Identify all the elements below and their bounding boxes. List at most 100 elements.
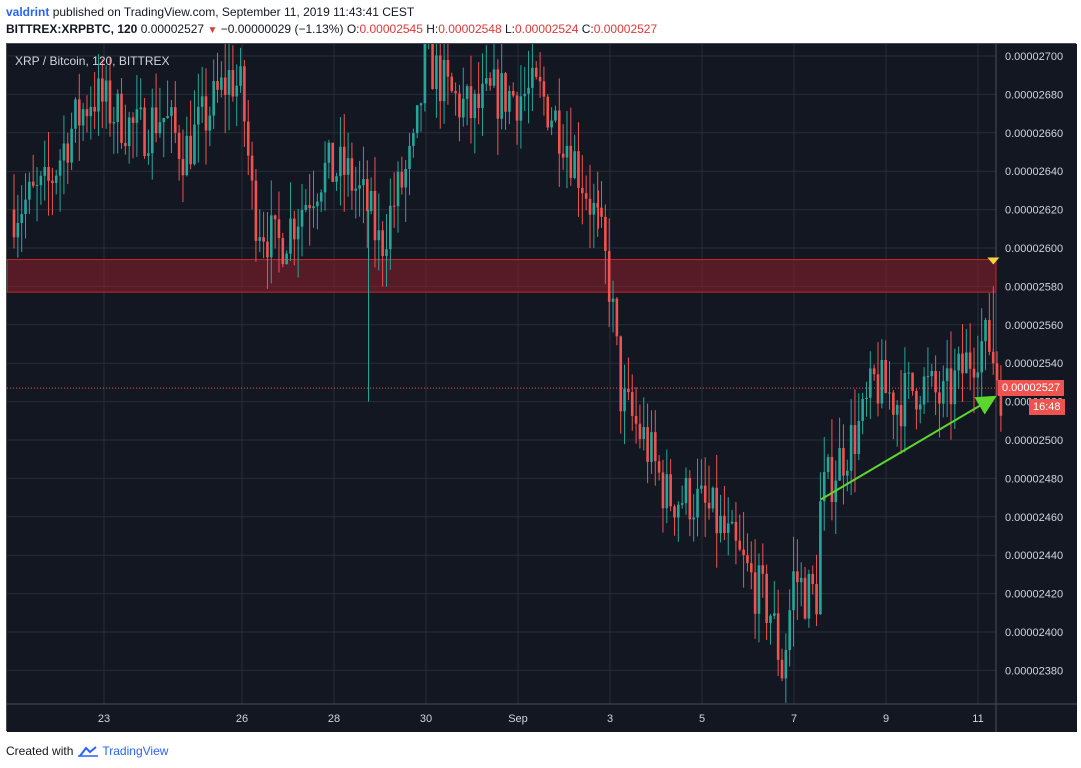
candle-body	[435, 55, 438, 90]
candle-body	[861, 398, 864, 421]
candle-body	[227, 70, 231, 95]
candle-body	[127, 117, 131, 147]
candle-body	[657, 461, 661, 473]
candle-body	[89, 106, 93, 117]
y-tick-label: 0.00002680	[1005, 89, 1063, 101]
candle-body	[584, 193, 588, 199]
candle-body	[557, 110, 561, 154]
candle-body	[550, 120, 553, 128]
candle-body	[231, 70, 235, 97]
candle-body	[39, 175, 43, 186]
candle-body	[765, 573, 768, 623]
high-value: 0.00002548	[438, 22, 502, 36]
candle-body	[431, 44, 434, 90]
price-change: −0.00000029 (−1.13%)	[220, 22, 344, 36]
candle-body	[941, 381, 945, 404]
down-marker-icon	[987, 257, 1000, 265]
candle-body	[957, 353, 960, 371]
candle-body	[642, 427, 646, 440]
candle-body	[565, 145, 569, 158]
candle-body	[450, 76, 454, 92]
candle-body	[170, 107, 173, 116]
candle-body	[143, 107, 146, 156]
candle-body	[807, 573, 811, 619]
candle-body	[293, 218, 296, 240]
candle-body	[915, 390, 918, 410]
candle-body	[615, 298, 619, 337]
candle-body	[665, 474, 669, 509]
candle-body	[607, 250, 611, 302]
candle-body	[454, 91, 457, 94]
candle-body	[93, 106, 96, 112]
candle-body	[872, 368, 876, 375]
candle-body	[673, 506, 676, 518]
author-link[interactable]: valdrint	[6, 5, 50, 19]
open-label: O:	[346, 22, 360, 36]
candle-body	[734, 521, 738, 541]
chart-pane[interactable]: 0.00002700 0.00002680 0.00002660 0.00002640…	[6, 43, 1077, 732]
candle-body	[35, 185, 39, 187]
candle-body	[285, 253, 288, 265]
candle-body	[561, 153, 565, 158]
tradingview-logo[interactable]: TradingView	[77, 744, 168, 758]
candle-body	[588, 198, 592, 215]
x-tick-label: 11	[972, 713, 983, 725]
y-tick-label: 0.00002480	[1005, 473, 1063, 485]
candle-body	[822, 472, 826, 502]
candle-body	[907, 372, 911, 374]
candle-body	[496, 69, 500, 119]
candle-body	[204, 96, 208, 131]
candle-body	[77, 99, 81, 126]
candle-body	[534, 67, 538, 77]
tradingview-brand[interactable]: TradingView	[102, 744, 169, 758]
x-tick-label: 23	[98, 713, 110, 725]
price-chart[interactable]: 0.00002700 0.00002680 0.00002660 0.00002640…	[7, 44, 1077, 732]
candle-body	[54, 175, 58, 183]
candle-body	[112, 121, 116, 124]
candle-body	[515, 95, 519, 121]
candle-body	[465, 86, 469, 99]
candle-body	[419, 103, 423, 106]
candle-body	[339, 146, 342, 177]
candle-body	[131, 117, 135, 123]
candle-body	[208, 115, 212, 131]
candle-body	[596, 202, 599, 208]
candle-body	[968, 352, 972, 369]
x-tick-label: Sep	[508, 713, 528, 725]
candle-body	[308, 204, 311, 209]
candle-body	[930, 370, 934, 377]
candle-body	[147, 153, 150, 156]
candle-body	[58, 160, 62, 176]
candle-body	[538, 76, 542, 82]
x-tick-label: 28	[328, 713, 340, 725]
candle-body	[961, 353, 964, 374]
candle-body	[316, 201, 319, 207]
symbol-label: BITTREX:XRPBTC, 120	[6, 22, 138, 36]
candle-body	[43, 167, 47, 176]
candle-body	[62, 143, 66, 161]
candle-body	[166, 115, 169, 118]
candle-body	[650, 432, 653, 462]
y-tick-label: 0.00002560	[1005, 320, 1063, 332]
tradingview-cloud-icon	[78, 746, 99, 757]
candle-body	[680, 503, 684, 505]
candle-body	[696, 488, 699, 518]
candle-body	[385, 249, 388, 257]
publish-info: published on TradingView.com, September …	[52, 5, 415, 19]
candle-body	[74, 99, 77, 129]
x-tick-label: 5	[699, 713, 705, 725]
candle-body	[995, 363, 999, 381]
support-trendline[interactable]	[820, 395, 997, 501]
candle-body	[773, 613, 776, 616]
y-tick-label: 0.00002460	[1005, 512, 1063, 524]
candle-body	[350, 158, 354, 191]
candle-body	[815, 584, 818, 615]
y-tick-label: 0.00002700	[1005, 51, 1063, 63]
candle-body	[485, 78, 488, 84]
candle-body	[746, 555, 749, 564]
candle-body	[473, 93, 477, 119]
candle-body	[312, 206, 315, 209]
candle-body	[922, 376, 926, 405]
candle-body	[389, 205, 392, 250]
y-tick-label: 0.00002620	[1005, 205, 1063, 217]
